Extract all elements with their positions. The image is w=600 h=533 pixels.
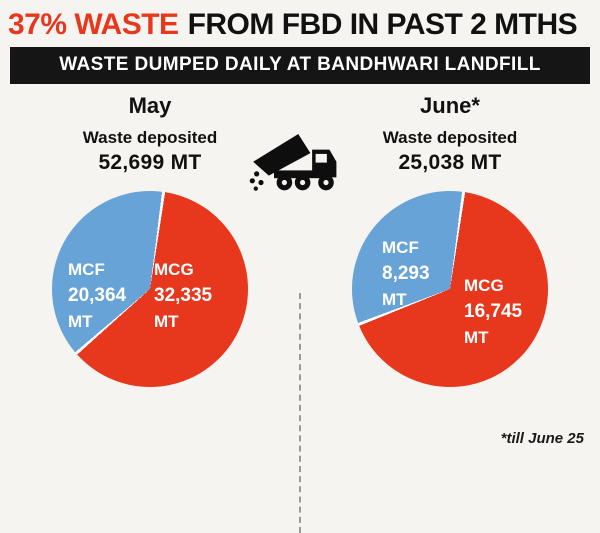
dashed-divider xyxy=(299,293,301,533)
footnote: *till June 25 xyxy=(500,430,584,447)
slice-name: MCG xyxy=(464,276,504,295)
may-mcg-slice-label: MCG 32,335 MT xyxy=(154,257,212,335)
june-title: June* xyxy=(420,93,480,118)
slice-unit: MT xyxy=(382,290,407,309)
may-section: May Waste deposited 52,699 MT MCF 20,364… xyxy=(0,88,300,387)
dump-truck-icon xyxy=(249,134,337,191)
headline-highlight: 37% WASTE xyxy=(8,8,179,41)
slice-unit: MT xyxy=(68,312,93,331)
headline: 37% WASTE FROM FBD IN PAST 2 MTHS xyxy=(0,0,600,46)
slice-value: 20,364 xyxy=(68,285,127,306)
subtitle-text: WASTE DUMPED DAILY AT BANDHWARI LANDFILL xyxy=(59,53,541,75)
charts-area: May Waste deposited 52,699 MT MCF 20,364… xyxy=(0,88,600,533)
slice-name: MCG xyxy=(154,260,194,279)
may-deposited-label: Waste deposited xyxy=(82,128,218,147)
slice-value: 16,745 xyxy=(464,301,523,322)
slice-unit: MT xyxy=(154,312,179,331)
june-deposited-value: 25,038 MT xyxy=(398,151,502,174)
june-mcf-slice-label: MCF 8,293 MT xyxy=(382,235,430,313)
june-pie-chart: MCF 8,293 MT MCG 16,745 MT xyxy=(352,191,548,387)
may-deposited-value: 52,699 MT xyxy=(98,151,202,174)
slice-name: MCF xyxy=(382,238,419,257)
slice-name: MCF xyxy=(68,260,105,279)
may-mcf-slice-label: MCF 20,364 MT xyxy=(68,257,126,335)
headline-rest: FROM FBD IN PAST 2 MTHS xyxy=(187,8,578,41)
june-deposited-label: Waste deposited xyxy=(382,128,518,147)
slice-unit: MT xyxy=(464,328,489,347)
slice-value: 8,293 xyxy=(382,263,430,284)
june-section: June* Waste deposited 25,038 MT MCF 8,29… xyxy=(300,88,600,387)
may-pie-chart: MCF 20,364 MT MCG 32,335 MT xyxy=(52,191,248,387)
june-mcg-slice-label: MCG 16,745 MT xyxy=(464,273,522,351)
slice-value: 32,335 xyxy=(154,285,213,306)
may-title: May xyxy=(128,93,172,118)
subtitle-bar: WASTE DUMPED DAILY AT BANDHWARI LANDFILL xyxy=(10,46,590,84)
